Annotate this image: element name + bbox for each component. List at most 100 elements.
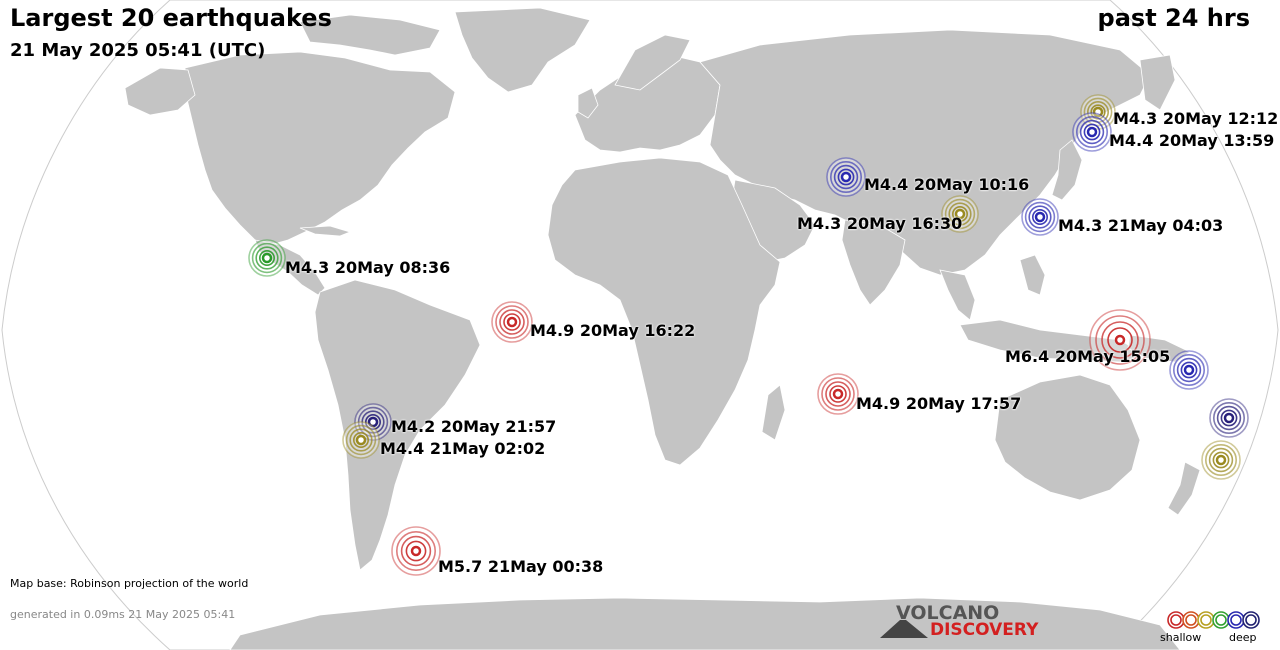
earthquake-epicenter (840, 171, 852, 183)
earthquake-ring (829, 161, 862, 194)
earthquake-ring (1076, 116, 1109, 149)
earthquake-epicenter (261, 252, 273, 264)
time-period: past 24 hrs (1097, 4, 1250, 32)
earthquake-epicenter (1223, 412, 1235, 424)
earthquake-ring (1176, 357, 1202, 383)
earthquake-marker[interactable] (248, 239, 286, 277)
legend-shallow-label: shallow (1160, 631, 1202, 644)
earthquake-ring (1205, 443, 1238, 476)
earthquake-ring (948, 202, 972, 226)
earthquake-epicenter (1215, 454, 1227, 466)
earthquake-ring (352, 431, 369, 448)
india-land (841, 219, 906, 306)
earthquake-ring (944, 198, 976, 230)
earthquake-ring (495, 305, 529, 339)
earthquake-ring (395, 530, 436, 571)
earthquake-ring (1083, 123, 1101, 141)
earthquake-ring (349, 428, 373, 452)
south-america-land (314, 279, 481, 571)
earthquake-marker[interactable] (1072, 112, 1112, 152)
earthquake-marker[interactable] (1089, 309, 1151, 371)
earthquake-ring (1024, 201, 1056, 233)
earthquake-ring (1101, 321, 1139, 359)
africa-land (547, 157, 781, 466)
caribbean-land (299, 225, 352, 237)
earthquake-label: M4.4 20May 13:59 (1109, 131, 1275, 150)
philippines-land (1019, 254, 1046, 296)
earthquake-marker[interactable] (826, 157, 866, 197)
earthquake-marker[interactable] (1021, 198, 1059, 236)
earthquake-markers (248, 94, 1249, 576)
earthquake-ring (499, 309, 525, 335)
earthquake-label: M4.3 20May 08:36 (285, 258, 451, 277)
earthquake-ring (1212, 451, 1230, 469)
earthquake-epicenter (410, 545, 422, 557)
earthquake-label: M4.4 21May 02:02 (380, 439, 546, 458)
antarctica-land (229, 597, 1181, 650)
arctic-islands-land (299, 14, 441, 56)
earthquake-ring (829, 385, 847, 403)
australia-land (994, 374, 1141, 501)
earthquake-ring (1083, 97, 1113, 127)
legend-depth-circle (1245, 614, 1257, 626)
earthquake-marker[interactable] (941, 195, 979, 233)
earthquake-ring (1079, 119, 1105, 145)
earthquake-ring (357, 406, 389, 438)
earthquake-marker[interactable] (342, 421, 380, 459)
legend-depth-circle (1215, 614, 1227, 626)
earthquake-epicenter (954, 208, 966, 220)
earthquake-epicenter (355, 434, 367, 446)
earthquake-ring (1208, 447, 1234, 473)
legend-depth-circle (1185, 614, 1197, 626)
earthquake-label: M4.3 20May 12:12 (1113, 109, 1279, 128)
earthquake-marker[interactable] (1169, 350, 1209, 390)
logo-text-volcano: VOLCANO (896, 602, 1000, 624)
earthquake-epicenter (367, 416, 379, 428)
earthquake-marker[interactable] (354, 403, 392, 441)
earthquake-epicenter (1114, 334, 1126, 346)
earthquake-ring (951, 206, 968, 223)
earthquake-ring (258, 250, 275, 267)
earthquake-epicenter (1092, 106, 1104, 118)
earthquake-ring (400, 535, 432, 567)
volcano-logo-icon (880, 620, 928, 638)
earthquake-marker[interactable] (491, 301, 533, 343)
japan-land (1051, 139, 1083, 201)
earthquake-epicenter (1183, 364, 1195, 376)
earthquake-ring (1180, 361, 1198, 379)
earthquake-ring (1220, 409, 1238, 427)
earthquake-ring (345, 424, 377, 456)
earthquake-ring (1213, 401, 1246, 434)
earthquake-ring (364, 413, 381, 430)
earthquake-ring (255, 246, 279, 270)
earthquake-marker[interactable] (1209, 398, 1249, 438)
uk-land (577, 87, 599, 119)
earthquake-ring (821, 377, 855, 411)
legend-depth-circle (1230, 614, 1242, 626)
map-title: Largest 20 earthquakes (10, 4, 332, 32)
scandinavia-land (614, 34, 691, 91)
earthquake-epicenter (1086, 126, 1098, 138)
legend-depth-circle (1170, 614, 1182, 626)
earthquake-ring (837, 168, 855, 186)
earthquake-label: M4.4 20May 10:16 (864, 175, 1030, 194)
new-zealand-land (1167, 461, 1201, 516)
earthquake-epicenter (1034, 211, 1046, 223)
earthquake-ring (1032, 209, 1049, 226)
volcano-discovery-logo[interactable]: VOLCANO DISCOVERY (880, 602, 1040, 642)
earthquake-marker[interactable] (817, 373, 859, 415)
alaska-land (124, 67, 196, 116)
greenland-land (454, 7, 591, 93)
map-subtitle: 21 May 2025 05:41 (UTC) (10, 40, 266, 61)
earthquake-marker[interactable] (391, 526, 441, 576)
earthquake-marker[interactable] (1201, 440, 1241, 480)
earthquake-label: M4.2 20May 21:57 (391, 417, 557, 436)
earthquake-ring (1028, 205, 1052, 229)
earthquake-label: M4.9 20May 17:57 (856, 394, 1022, 413)
earthquake-ring (1095, 315, 1145, 365)
earthquake-ring (1173, 353, 1206, 386)
earthquake-ring (825, 381, 851, 407)
madagascar-land (761, 384, 786, 441)
generated-note: generated in 0.09ms 21 May 2025 05:41 (10, 608, 236, 621)
